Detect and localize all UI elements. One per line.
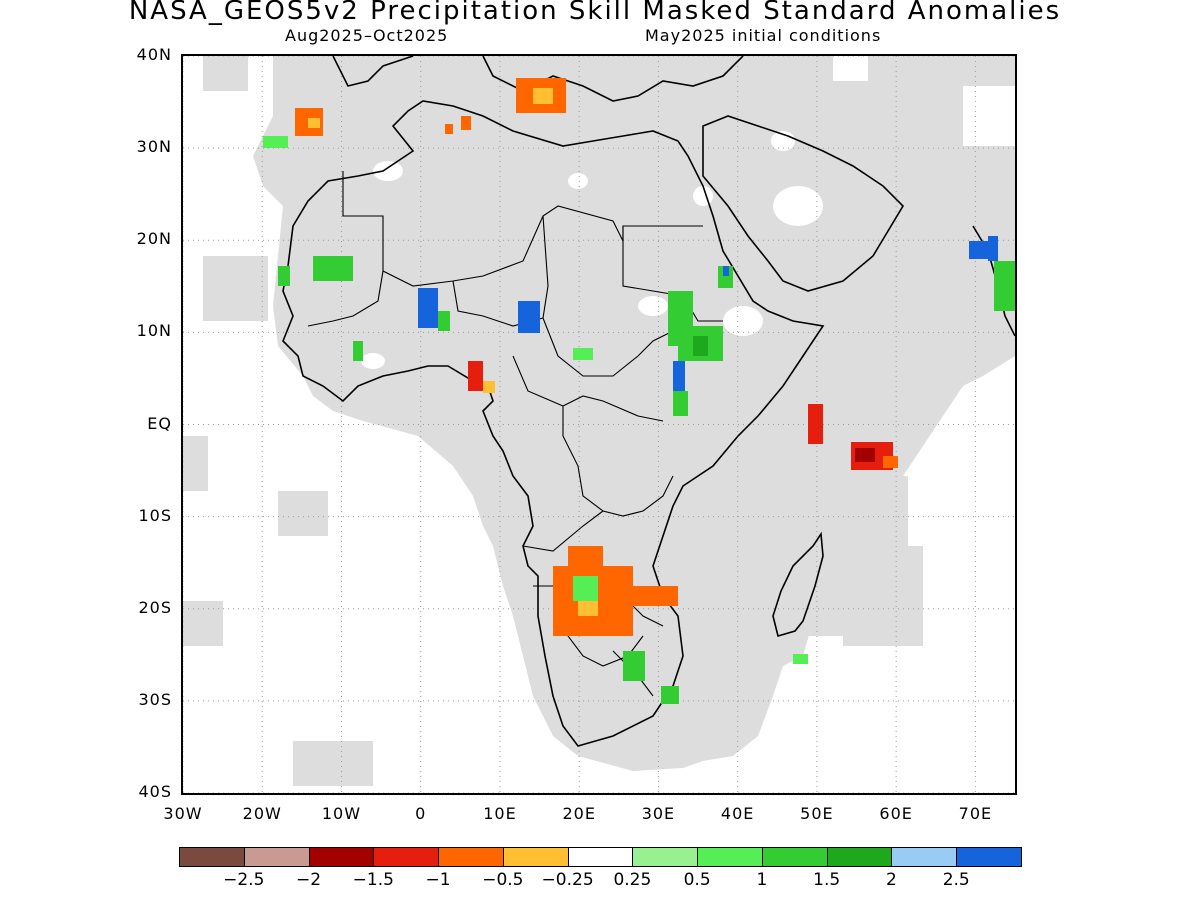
- anomaly-patch: [308, 118, 320, 128]
- anomaly-patch: [533, 88, 553, 104]
- lon-tick-label: 0: [415, 804, 427, 823]
- initial-conditions: May2025 initial conditions: [645, 26, 882, 45]
- lat-tick-label: 10S: [138, 505, 172, 525]
- anomaly-patch: [573, 348, 593, 360]
- anomaly-patch: [693, 336, 708, 356]
- colorbar-label: 1.5: [813, 870, 841, 890]
- mask-atlantic-5: [293, 741, 373, 786]
- lat-tick-label: 20N: [136, 229, 172, 249]
- anomaly-patch: [969, 241, 994, 259]
- lon-tick-label: 60E: [879, 804, 913, 823]
- lon-tick-label: 10W: [321, 804, 362, 823]
- colorbar-swatch: [502, 847, 569, 867]
- colorbar-label: −2.5: [223, 870, 265, 890]
- anomaly-patch: [808, 404, 823, 444]
- colorbar-swatch: [243, 847, 310, 867]
- colorbar-label: −2: [296, 870, 322, 890]
- colorbar-swatch: [826, 847, 893, 867]
- colorbar-label: −0.25: [541, 870, 594, 890]
- anomaly-patch: [438, 311, 450, 331]
- anomaly-patch: [988, 236, 998, 261]
- anomaly-patch: [994, 261, 1015, 311]
- colorbar: [179, 847, 1022, 869]
- anomaly-patch: [883, 456, 898, 468]
- anomaly-patch: [661, 686, 679, 704]
- mask-atlantic-6: [203, 56, 248, 91]
- lat-tick-label: 10N: [136, 321, 172, 341]
- colorbar-swatch: [567, 847, 634, 867]
- mask-atlantic-4: [183, 601, 223, 646]
- mask-atlantic-3: [278, 491, 328, 536]
- mask-africa-europe: [253, 56, 1015, 771]
- lon-tick-label: 40E: [720, 804, 755, 823]
- colorbar-swatch: [956, 847, 1022, 867]
- mask-atlantic-2: [183, 436, 208, 491]
- lat-tick-label: EQ: [147, 413, 172, 433]
- lon-tick-label: 30W: [163, 804, 203, 823]
- map-panel: [181, 54, 1017, 795]
- lat-tick-label: 20S: [138, 597, 172, 617]
- unmasked-holes: [361, 56, 1015, 369]
- colorbar-swatch: [373, 847, 440, 867]
- colorbar-swatch: [179, 847, 245, 867]
- colorbar-swatch: [308, 847, 375, 867]
- lat-tick-label: 40S: [138, 782, 172, 801]
- colorbar-swatch: [761, 847, 828, 867]
- skill-mask-layer: [183, 56, 1015, 786]
- anomaly-patch: [418, 288, 438, 328]
- anomaly-patch: [673, 391, 688, 416]
- lon-tick-label: 20E: [562, 804, 596, 823]
- colorbar-swatch: [632, 847, 699, 867]
- anomaly-patch: [263, 136, 288, 148]
- anomaly-patch: [628, 586, 678, 606]
- anomaly-patch: [855, 448, 875, 462]
- lat-tick-label: 30N: [136, 137, 172, 157]
- africa-coastline: [282, 100, 825, 747]
- anomaly-patches: [263, 78, 1015, 704]
- colorbar-swatch: [697, 847, 763, 867]
- anomaly-patch: [353, 341, 363, 361]
- lon-tick-label: 30E: [641, 804, 676, 823]
- lat-tick-label: 30S: [138, 689, 172, 709]
- colorbar-label: 0.25: [613, 870, 652, 890]
- anomaly-patch: [723, 266, 729, 276]
- colorbar-swatch: [891, 847, 958, 867]
- mask-atlantic-1: [203, 256, 268, 321]
- anomaly-patch: [313, 256, 353, 281]
- colorbar-swatch: [438, 847, 504, 867]
- colorbar-label: −1.5: [352, 870, 394, 890]
- coastlines: [282, 56, 1015, 747]
- colorbar-label: 1: [756, 870, 768, 890]
- colorbar-label: 2: [886, 870, 897, 890]
- anomaly-patch: [573, 576, 598, 601]
- lon-tick-label: 10E: [483, 804, 517, 823]
- anomaly-patch: [718, 266, 733, 288]
- anomaly-patch: [578, 601, 598, 616]
- europe-coastline: [332, 56, 744, 102]
- anomaly-patch: [673, 361, 685, 391]
- colorbar-label: −0.5: [482, 870, 524, 890]
- lon-tick-label: 70E: [958, 804, 993, 823]
- anomaly-patch: [468, 361, 483, 391]
- colorbar-label: 2.5: [942, 870, 970, 890]
- anomaly-patch: [461, 116, 471, 130]
- arabia-coastline: [702, 115, 905, 292]
- map-canvas: [183, 56, 1015, 793]
- mask-india-ocean-3: [843, 546, 923, 646]
- anomaly-patch: [278, 266, 290, 286]
- anomaly-patch: [483, 381, 495, 393]
- madagascar-coastline: [772, 531, 824, 638]
- map-title: NASA_GEOS5v2 Precipitation Skill Masked …: [128, 0, 1062, 26]
- colorbar-label: −1: [425, 870, 451, 890]
- forecast-period: Aug2025–Oct2025: [285, 26, 449, 45]
- anomaly-patch: [793, 654, 808, 664]
- anomaly-patch: [623, 651, 645, 681]
- lon-tick-label: 20W: [242, 804, 282, 823]
- lon-tick-label: 50E: [800, 804, 834, 823]
- lat-tick-label: 40N: [136, 45, 172, 64]
- anomaly-patch: [445, 124, 453, 134]
- colorbar-label: 0.5: [683, 870, 711, 890]
- anomaly-patch: [518, 301, 540, 333]
